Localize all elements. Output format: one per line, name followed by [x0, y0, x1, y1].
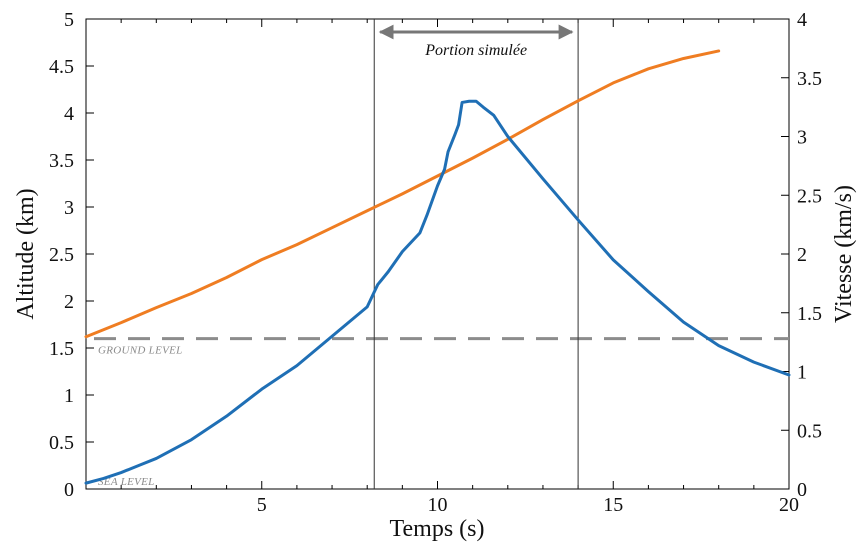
vitesse-series-line [84, 99, 791, 485]
y-left-tick-label: 3 [64, 197, 74, 219]
y-left-tick-label: 5 [64, 9, 74, 31]
y-left-tick-label: 1.5 [49, 338, 74, 360]
series-layer [84, 49, 791, 485]
y-left-tick-label: 3.5 [49, 150, 74, 172]
x-tick-label: 10 [428, 494, 448, 516]
sea-level-label: SEA LEVEL [98, 476, 155, 488]
x-tick-label: 5 [257, 494, 267, 516]
y-left-tick-label: 0.5 [49, 432, 74, 454]
y-right-tick-label: 2 [797, 244, 807, 266]
y-right-tick-label: 0.5 [797, 420, 822, 442]
ground-level-label: GROUND LEVEL [98, 345, 183, 357]
y-axis-right-title: Vitesse (km/s) [831, 185, 857, 323]
y-axis-left-title: Altitude (km) [13, 188, 39, 319]
y-right-tick-label: 3.5 [797, 68, 822, 90]
x-axis-title: Temps (s) [390, 516, 485, 542]
y-left-tick-label: 0 [64, 479, 74, 501]
y-right-tick-label: 1.5 [797, 303, 822, 325]
y-right-tick-label: 0 [797, 479, 807, 501]
y-right-tick-label: 3 [797, 127, 807, 149]
x-tick-label: 20 [779, 494, 799, 516]
y-left-tick-label: 4 [64, 103, 74, 125]
y-left-tick-label: 4.5 [49, 56, 74, 78]
y-left-tick-label: 1 [64, 385, 74, 407]
y-right-tick-label: 4 [797, 9, 807, 31]
plot-frame [85, 18, 790, 490]
y-left-tick-label: 2 [64, 291, 74, 313]
plot-area [85, 18, 790, 490]
x-tick-label: 15 [603, 494, 623, 516]
y-right-tick-label: 1 [797, 362, 807, 384]
ticks: 5 10 15 2000.511.522.533.544.5500.511.522.5… [49, 9, 822, 516]
simulated-portion-label: Portion simulée [424, 42, 527, 59]
altitude-series-line [84, 49, 721, 339]
y-right-tick-label: 2.5 [797, 185, 822, 207]
y-left-tick-label: 2.5 [49, 244, 74, 266]
